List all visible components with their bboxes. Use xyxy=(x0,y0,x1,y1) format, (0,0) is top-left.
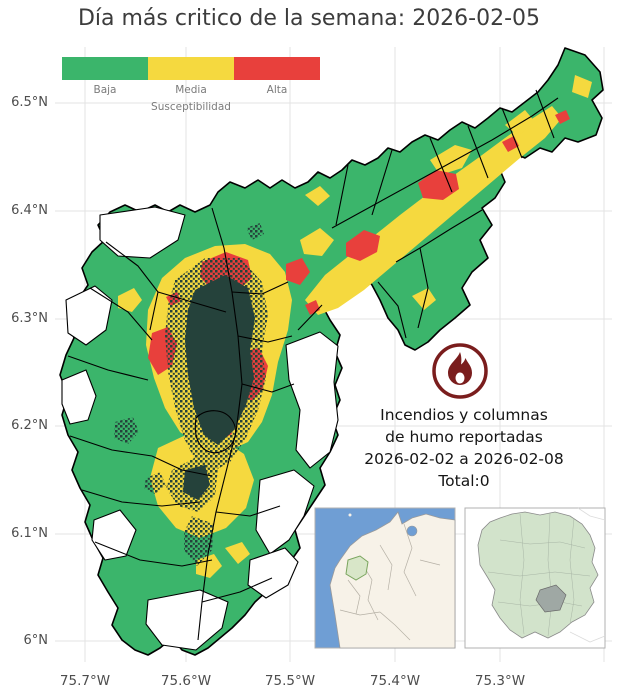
x-tick-label: 75.3°W xyxy=(474,673,526,689)
legend-swatch-baja xyxy=(62,57,148,80)
x-tick-label: 75.4°W xyxy=(369,673,421,689)
department-inset-map xyxy=(464,507,606,649)
fire-report-line: Incendios y columnas xyxy=(380,406,548,424)
municipality-boundaries xyxy=(67,89,559,641)
legend-label-media: Media xyxy=(175,84,207,96)
fire-detection-speckles xyxy=(114,223,268,566)
region-uncolored-municipalities xyxy=(61,206,339,651)
y-tick-label: 6.1°N xyxy=(11,526,48,541)
x-tick-label: 75.7°W xyxy=(59,673,111,689)
highlighted-department-shape xyxy=(345,555,369,581)
legend-label-alta: Alta xyxy=(266,84,288,96)
fire-icon xyxy=(432,343,488,399)
fire-report-annotation: Incendios y columnas de humo reportadas … xyxy=(325,404,603,492)
legend-label-baja: Baja xyxy=(93,84,117,96)
legend-labels: Baja Media Alta xyxy=(62,84,320,97)
legend-swatch-alta xyxy=(234,57,320,80)
colombia-inset-map xyxy=(314,507,456,649)
highlighted-region-shape xyxy=(535,584,567,613)
x-tick-label: 75.5°W xyxy=(264,673,316,689)
y-tick-label: 6.5°N xyxy=(11,95,48,110)
lake-maracaibo-shape xyxy=(406,525,418,537)
y-tick-label: 6.4°N xyxy=(11,203,48,218)
y-tick-label: 6°N xyxy=(23,633,49,648)
y-tick-label: 6.2°N xyxy=(11,418,48,433)
page-title: Día más critico de la semana: 2026-02-05 xyxy=(77,6,541,31)
fire-report-line: 2026-02-02 a 2026-02-08 xyxy=(364,450,564,468)
island-dot xyxy=(348,513,352,517)
susceptibility-legend: Baja Media Alta Susceptibilidad xyxy=(62,57,320,113)
fire-report-total: Total:0 xyxy=(438,472,490,490)
legend-colorbar xyxy=(62,57,320,80)
x-tick-label: 75.6°W xyxy=(160,673,212,689)
fire-report-line: de humo reportadas xyxy=(385,428,543,446)
legend-swatch-media xyxy=(148,57,234,80)
y-tick-label: 6.3°N xyxy=(11,311,48,326)
legend-axis-label: Susceptibilidad xyxy=(151,101,231,113)
